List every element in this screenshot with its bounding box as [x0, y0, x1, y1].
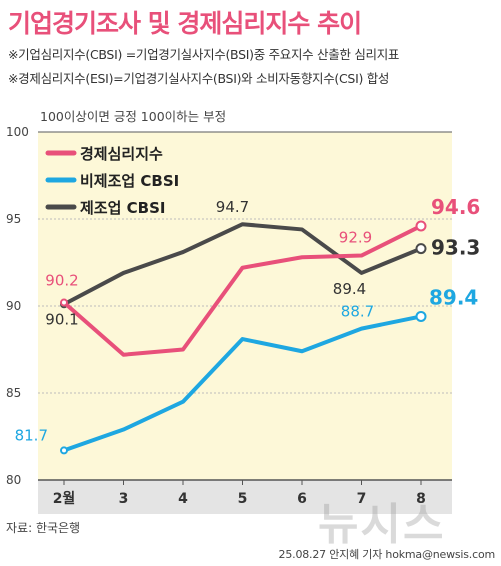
- x-tick-1: 3: [119, 491, 129, 507]
- y-tick-90: 90: [6, 299, 21, 313]
- data-label-esi-0: 90.2: [45, 272, 78, 290]
- legend-label-nonmfg: 비제조업 CBSI: [80, 172, 179, 190]
- data-label-mfg-3: 94.7: [216, 198, 249, 216]
- x-tick-0: 2월: [53, 490, 76, 507]
- point-nonmfg-6: [415, 310, 427, 322]
- chart-title: 기업경기조사 및 경제심리지수 추이: [8, 9, 362, 38]
- newsis-watermark: 뉴시스: [318, 499, 446, 550]
- point-esi-0: [60, 298, 68, 307]
- x-tick-4: 6: [297, 491, 307, 507]
- series-line-mfg: [62, 222, 423, 307]
- point-mfg-6: [415, 243, 427, 255]
- annotation-text: 100이상이면 긍정 100이하는 부정: [40, 109, 226, 124]
- y-tick-100: 100: [6, 125, 29, 139]
- series-line-nonmfg: [62, 314, 423, 453]
- data-label-nonmfg-5: 88.7: [341, 303, 374, 321]
- data-label-mfg-5: 89.4: [333, 280, 366, 298]
- data-label-esi-5: 92.9: [339, 229, 372, 247]
- x-tick-2: 4: [178, 491, 188, 507]
- x-tick-5: 7: [357, 491, 367, 507]
- y-tick-85: 85: [6, 386, 21, 400]
- annotation-band: [38, 102, 452, 132]
- data-label-nonmfg-6: 89.4: [429, 285, 478, 309]
- x-axis-band: [38, 480, 452, 514]
- note-esi: ※경제심리지수(ESI)=기업경기실사지수(BSI)와 소비자동향지수(CSI)…: [8, 71, 390, 86]
- legend-label-mfg: 제조업 CBSI: [80, 199, 165, 217]
- legend-label-esi: 경제심리지수: [80, 145, 163, 163]
- point-nonmfg-0: [60, 446, 68, 455]
- y-tick-95: 95: [6, 212, 21, 226]
- note-cbsi: ※기업심리지수(CBSI) =기업경기실사지수(BSI)중 주요지수 산출한 심…: [8, 47, 400, 62]
- source-label: 자료: 한국은행: [6, 521, 81, 535]
- data-label-mfg-6: 93.3: [431, 236, 480, 260]
- x-tick-6: 8: [416, 491, 426, 507]
- data-label-mfg-0: 90.1: [45, 310, 78, 328]
- y-tick-80: 80: [6, 473, 21, 487]
- point-esi-6: [415, 220, 427, 232]
- x-tick-3: 5: [238, 491, 248, 507]
- data-label-nonmfg-0: 81.7: [15, 426, 48, 444]
- credit-label: 25.08.27 안지혜 기자 hokma@newsis.com: [278, 548, 496, 561]
- data-label-esi-6: 94.6: [431, 195, 480, 219]
- series-line-esi: [62, 223, 423, 357]
